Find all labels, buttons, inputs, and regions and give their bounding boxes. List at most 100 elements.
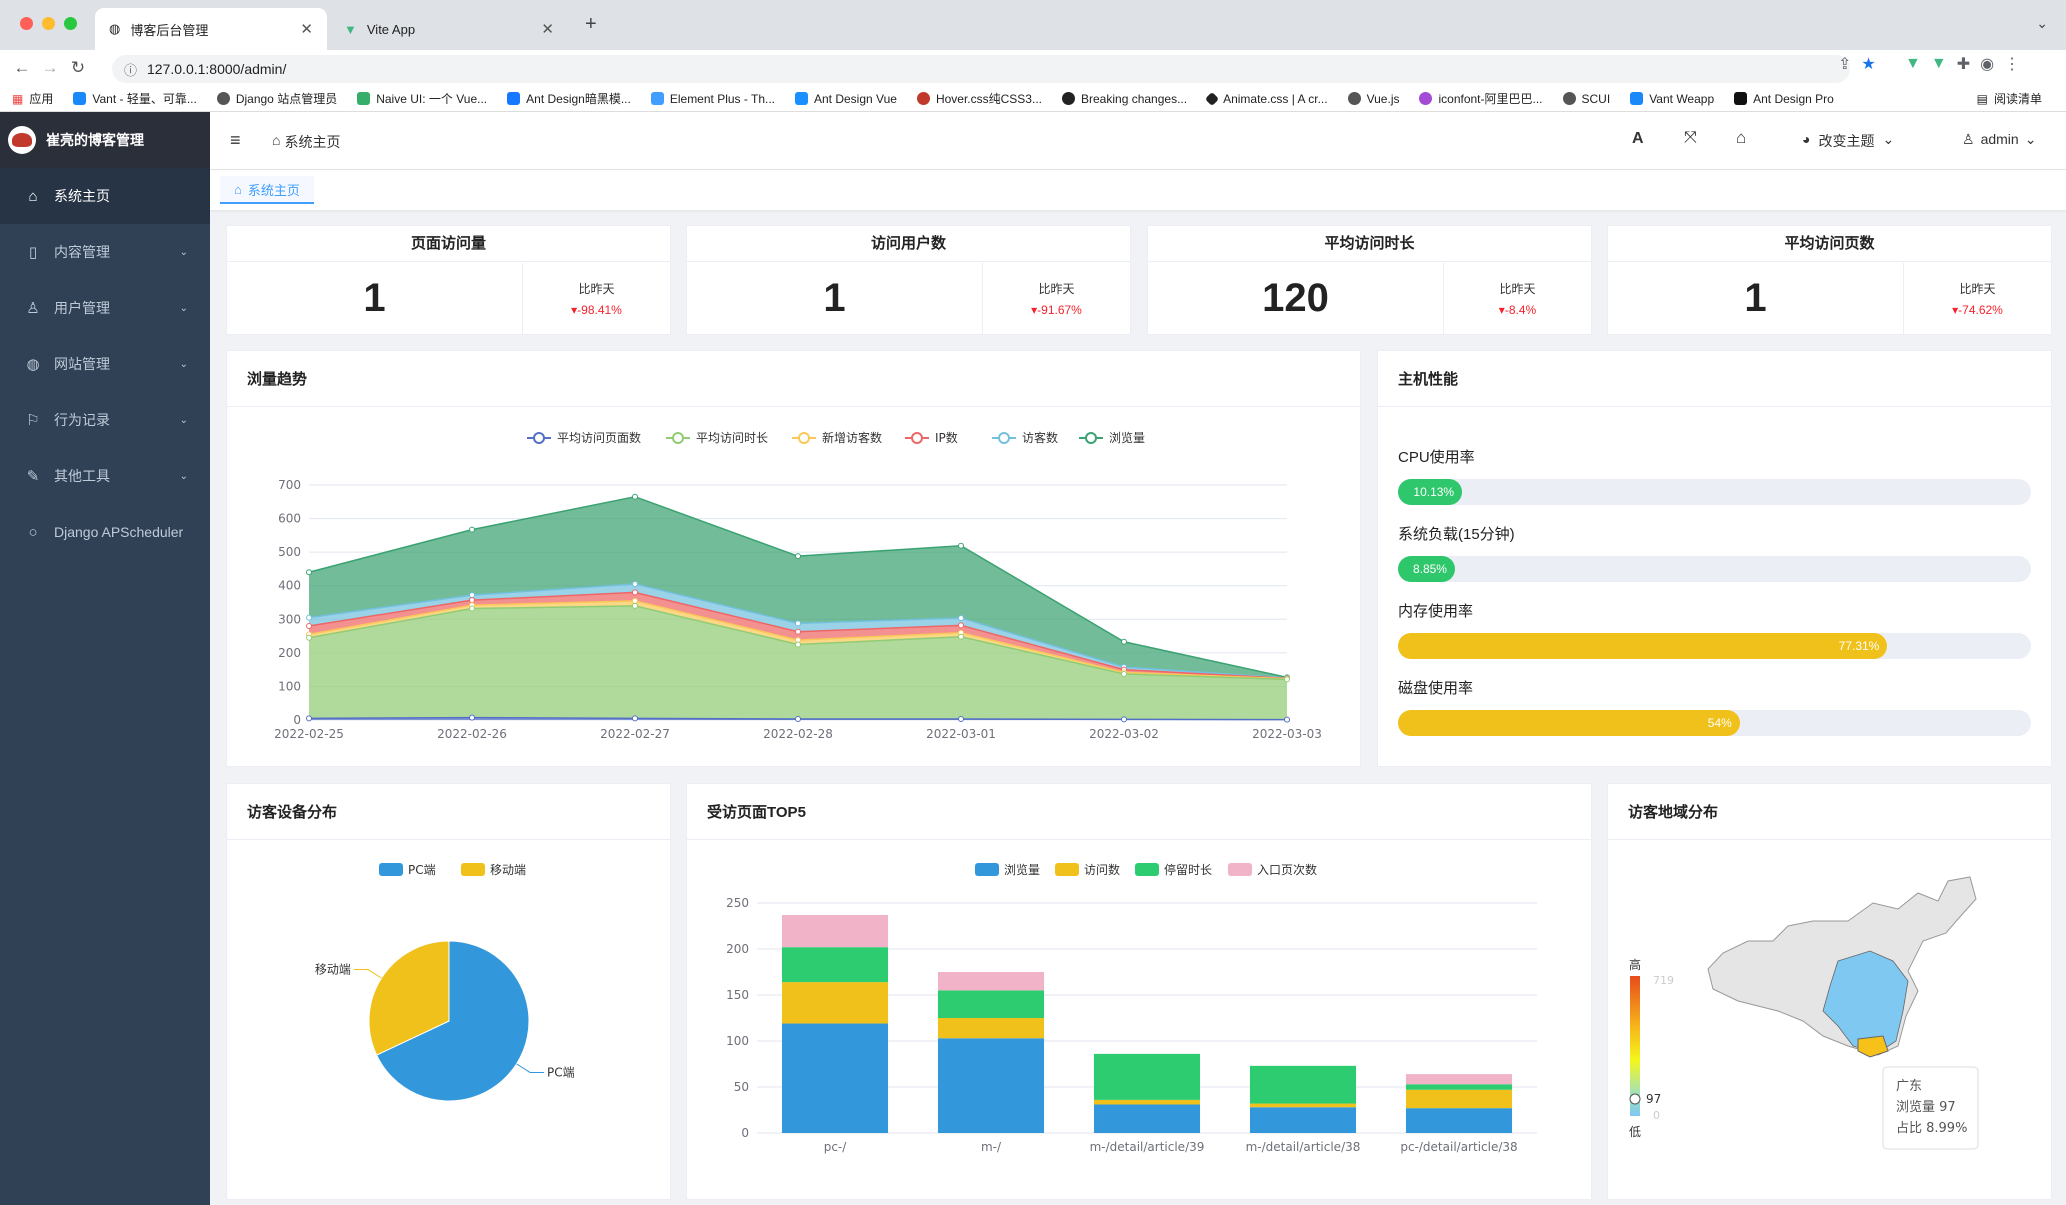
- new-tab-button[interactable]: +: [585, 13, 597, 35]
- bookmark[interactable]: Vant - 轻量、可靠...: [73, 90, 197, 107]
- menu-icon[interactable]: ⋮: [2004, 56, 2021, 73]
- bookmark[interactable]: Vant Weapp: [1630, 92, 1714, 106]
- card-title: 浏量趋势: [227, 351, 1360, 407]
- legend-label: 平均访问页面数: [557, 430, 641, 445]
- legend-item[interactable]: 访客数: [992, 430, 1058, 445]
- share-icon[interactable]: ⇪: [1838, 56, 1852, 73]
- chevron-down-icon: ⌄: [179, 246, 188, 258]
- data-point: [1284, 716, 1290, 723]
- area-series: [309, 605, 1287, 720]
- stat-compare-label: 比昨天: [1499, 282, 1536, 296]
- info-icon: ⓘ: [124, 62, 138, 78]
- sidebar-item-apscheduler[interactable]: ○ Django APScheduler: [0, 504, 210, 560]
- legend-item[interactable]: 平均访问时长: [666, 431, 768, 445]
- sidebar-item-behavior[interactable]: ⚐ 行为记录 ⌄: [0, 392, 210, 448]
- perf-item: 系统负载(15分钟) 8.85%: [1398, 523, 2031, 582]
- tab-blog-admin[interactable]: ◍ 博客后台管理 ✕: [95, 8, 327, 50]
- reading-list[interactable]: ▤ 阅读清单: [1976, 91, 2042, 107]
- tag-home[interactable]: ⌂ 系统主页: [220, 176, 314, 204]
- sidebar-item-website[interactable]: ◍ 网站管理 ⌄: [0, 336, 210, 392]
- guangdong-region: [1857, 1035, 1889, 1058]
- x-tick-label: 2022-02-28: [763, 727, 833, 741]
- stat-card-pages: 平均访问页数 1 比昨天 ▾-74.62%: [1607, 225, 2052, 335]
- palette-icon: ◕: [1802, 131, 1811, 147]
- bookmark[interactable]: Element Plus - Th...: [650, 92, 775, 106]
- forward-icon[interactable]: →: [41, 58, 59, 77]
- x-tick-label: m-/detail/article/38: [1246, 1140, 1361, 1154]
- sidebar-logo[interactable]: 崔亮的博客管理: [0, 112, 210, 168]
- x-tick-label: 2022-03-03: [1252, 727, 1322, 741]
- url-bar[interactable]: ⓘ 127.0.0.1:8000/admin/: [112, 55, 1850, 83]
- legend-item[interactable]: 浏览量: [1079, 430, 1145, 445]
- vue-devtools-icon[interactable]: ▼: [1930, 55, 1947, 72]
- bookmark[interactable]: SCUI: [1562, 92, 1610, 106]
- data-point: [306, 715, 312, 722]
- bookmark[interactable]: Hover.css纯CSS3...: [916, 90, 1042, 107]
- legend-swatch: [461, 863, 485, 876]
- fullscreen-icon[interactable]: ⤧: [1684, 129, 1697, 146]
- profile-icon[interactable]: ◉: [1980, 56, 1995, 73]
- address-row: ← → ↻ ⓘ 127.0.0.1:8000/admin/ ⇪ ★ ▼ ▼ ✚ ◉ ⋮: [0, 50, 2066, 86]
- legend-item[interactable]: 新增访客数: [792, 430, 882, 445]
- bookmark-apps[interactable]: ▦ 应用: [12, 91, 54, 107]
- sidebar-item-content[interactable]: ▯ 内容管理 ⌄: [0, 224, 210, 280]
- bookmark[interactable]: Breaking changes...: [1062, 92, 1187, 106]
- home-icon[interactable]: ⌂: [1736, 128, 1747, 147]
- bookmark[interactable]: Ant Design暗黑模...: [507, 90, 631, 107]
- bar-segment: [1249, 1065, 1357, 1104]
- vue-devtools-icon[interactable]: ▼: [1905, 55, 1921, 72]
- stat-title: 平均访问页数: [1608, 226, 2051, 262]
- data-point: [469, 605, 475, 612]
- close-icon[interactable]: ✕: [300, 21, 313, 38]
- bookmark[interactable]: Ant Design Pro: [1734, 92, 1834, 106]
- sidebar-item-home[interactable]: ⌂ 系统主页: [0, 168, 210, 224]
- theme-dropdown[interactable]: ◕ 改变主题 ⌄: [1802, 131, 1895, 149]
- y-tick-label: 0: [741, 1126, 749, 1140]
- data-point: [958, 542, 964, 549]
- back-icon[interactable]: ←: [13, 58, 31, 77]
- bar-segment: [1405, 1089, 1513, 1109]
- bookmark[interactable]: Naive UI: 一个 Vue...: [357, 90, 487, 107]
- y-tick-label: 0: [293, 713, 301, 727]
- card-title: 访客地域分布: [1608, 784, 2051, 840]
- bar-segment: [1405, 1108, 1513, 1133]
- tab-vite-app[interactable]: ▼ Vite App ✕: [344, 21, 554, 38]
- reload-icon[interactable]: ↻: [70, 58, 86, 77]
- legend-swatch: [975, 863, 999, 876]
- hamburger-icon[interactable]: ≡: [230, 130, 241, 150]
- legend-item[interactable]: 停留时长: [1135, 862, 1212, 877]
- sidebar-item-tools[interactable]: ✎ 其他工具 ⌄: [0, 448, 210, 504]
- visual-map-max: 719: [1653, 974, 1674, 987]
- legend-marker: [672, 432, 684, 444]
- star-icon[interactable]: ★: [1861, 56, 1876, 73]
- tab-search-icon[interactable]: ⌄: [2036, 15, 2048, 31]
- legend-item[interactable]: 平均访问页面数: [527, 430, 641, 445]
- legend-item[interactable]: 入口页次数: [1228, 862, 1317, 877]
- puzzle-icon[interactable]: ✚: [1956, 56, 1971, 73]
- legend-item[interactable]: IP数: [905, 430, 958, 445]
- bookmark[interactable]: Django 站点管理员: [216, 90, 337, 107]
- bookmark[interactable]: Animate.css | A cr...: [1205, 91, 1328, 106]
- perf-label: CPU使用率: [1398, 449, 1475, 466]
- close-icon[interactable]: ✕: [541, 21, 554, 38]
- user-dropdown[interactable]: ♙ admin ⌄: [1962, 131, 2037, 147]
- legend-item[interactable]: 访问数: [1055, 862, 1120, 877]
- trend-chart[interactable]: 0 100 200 300 400 500 600 700 2022-02-25 2022-02-…: [227, 408, 1360, 766]
- bookmark[interactable]: Ant Design Vue: [795, 92, 897, 106]
- tags-view: ⌂ 系统主页: [210, 170, 2066, 210]
- font-size-icon[interactable]: A: [1632, 130, 1644, 147]
- legend-marker: [1085, 432, 1097, 444]
- legend-item[interactable]: PC端: [379, 863, 436, 877]
- user-icon: ♙: [1962, 131, 1975, 147]
- bookmark[interactable]: iconfont-阿里巴巴...: [1419, 90, 1543, 107]
- bar-segment: [937, 1018, 1045, 1039]
- window-controls[interactable]: [20, 17, 77, 30]
- bookmark[interactable]: Vue.js: [1347, 92, 1399, 106]
- sidebar-item-users[interactable]: ♙ 用户管理 ⌄: [0, 280, 210, 336]
- top5-bar-chart[interactable]: 0 50 100 150 200 250 pc-/ m-/ m-/detail/article/…: [687, 841, 1591, 1199]
- legend-item[interactable]: 移动端: [461, 863, 526, 877]
- y-tick-label: 100: [278, 679, 301, 693]
- legend-item[interactable]: 浏览量: [975, 862, 1040, 877]
- region-map[interactable]: 高 低 719 0 97 广东 浏览量 97 占比 8.99%: [1608, 841, 2051, 1199]
